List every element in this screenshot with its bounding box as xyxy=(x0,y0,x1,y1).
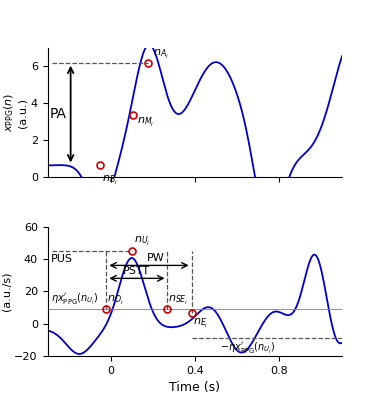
Text: $n_{SE_i}$: $n_{SE_i}$ xyxy=(168,294,189,307)
Text: $-\eta x^{\prime}_{\mathrm{PPG}}(n_{U_i})$: $-\eta x^{\prime}_{\mathrm{PPG}}(n_{U_i}… xyxy=(220,341,276,356)
Text: PSTT: PSTT xyxy=(124,266,150,276)
Text: $n_{B_i}$: $n_{B_i}$ xyxy=(102,174,118,187)
Text: PUS: PUS xyxy=(51,254,73,264)
Text: PW: PW xyxy=(146,253,164,263)
Y-axis label: $x_{\mathrm{PPG}}(n)$
(a.u.): $x_{\mathrm{PPG}}(n)$ (a.u.) xyxy=(3,93,28,132)
Text: $n_{U_i}$: $n_{U_i}$ xyxy=(134,235,150,248)
Text: PA: PA xyxy=(49,107,66,121)
Y-axis label: $x^{\prime}_{\mathrm{PPG}}(n)$
(a.u./s): $x^{\prime}_{\mathrm{PPG}}(n)$ (a.u./s) xyxy=(0,272,11,311)
Text: $n_{M_i}$: $n_{M_i}$ xyxy=(137,116,154,130)
Text: $n_{E_i}$: $n_{E_i}$ xyxy=(193,317,208,330)
X-axis label: Time (s): Time (s) xyxy=(169,381,220,394)
Text: $\eta x^{\prime}_{\mathrm{PPG}}(n_{U_i})$: $\eta x^{\prime}_{\mathrm{PPG}}(n_{U_i})… xyxy=(51,292,98,307)
Text: $n_{A_i}$: $n_{A_i}$ xyxy=(153,48,168,61)
Text: $n_{O_i}$: $n_{O_i}$ xyxy=(108,294,124,307)
